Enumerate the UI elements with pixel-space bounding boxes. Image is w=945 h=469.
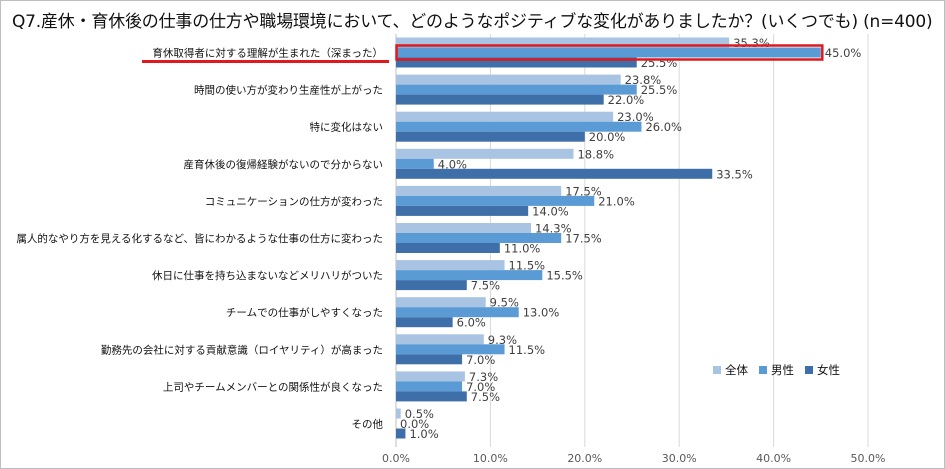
bar-男性 xyxy=(396,233,562,243)
data-label: 7.3% xyxy=(469,370,498,384)
data-label: 15.5% xyxy=(546,269,583,283)
data-label: 45.0% xyxy=(825,46,862,60)
category-label: その他 xyxy=(352,418,384,431)
category-label: 特に変化はない xyxy=(310,121,384,134)
category-label: チームでの仕事がしやすくなった xyxy=(226,306,383,319)
data-label: 17.5% xyxy=(565,232,602,246)
data-label: 0.0% xyxy=(400,417,429,431)
data-label: 21.0% xyxy=(598,194,635,208)
data-label: 11.0% xyxy=(504,242,541,256)
category-label: 時間の使い方が変わり生産性が上がった xyxy=(194,84,383,97)
category-label: 勤務先の会社に対する貢献意識（ロイヤリティ）が高まった xyxy=(101,343,383,356)
bar-全体 xyxy=(396,185,562,196)
bar-全体 xyxy=(396,334,484,345)
data-label: 7.5% xyxy=(471,390,500,404)
x-tick-label: 40.0% xyxy=(756,452,791,465)
category-label: 育休取得者に対する理解が生まれた（深まった） xyxy=(152,47,383,60)
data-label: 17.5% xyxy=(565,184,602,198)
x-tick-label: 10.0% xyxy=(473,452,508,465)
bar-全体 xyxy=(396,408,401,419)
bar-女性 xyxy=(396,354,463,365)
data-label: 6.0% xyxy=(457,316,486,330)
data-label: 25.5% xyxy=(641,83,678,97)
bar-女性 xyxy=(396,317,453,328)
data-label: 22.0% xyxy=(608,93,645,107)
bar-男性 xyxy=(396,121,642,132)
bar-全体 xyxy=(396,74,621,85)
bar-女性 xyxy=(396,168,713,179)
data-label: 25.5% xyxy=(641,56,678,70)
bar-男性 xyxy=(396,195,595,206)
bar-全体 xyxy=(396,371,465,382)
data-label: 20.0% xyxy=(589,130,626,144)
data-label: 26.0% xyxy=(645,120,682,134)
chart-title: Q7.産休・育休後の仕事の仕方や職場環境において、どのようなポジティブな変化があ… xyxy=(12,12,933,32)
data-label: 7.0% xyxy=(466,353,495,367)
bar-全体 xyxy=(396,260,505,271)
legend-label: 全体 xyxy=(725,363,748,377)
category-label: コミュニケーションの仕方が変わった xyxy=(205,195,383,208)
bar-男性 xyxy=(396,270,543,281)
category-label: 産育休後の復帰経験がないので分からない xyxy=(184,158,384,171)
bar-女性 xyxy=(396,94,604,105)
bar-男性 xyxy=(396,158,434,169)
legend-swatch xyxy=(759,366,767,374)
x-tick-label: 30.0% xyxy=(662,452,697,465)
legend-swatch xyxy=(713,366,721,374)
bar-全体 xyxy=(396,223,531,233)
data-label: 7.0% xyxy=(466,380,495,394)
data-label: 4.0% xyxy=(438,157,467,171)
data-label: 1.0% xyxy=(409,427,438,441)
data-label: 23.8% xyxy=(625,73,662,87)
bar-女性 xyxy=(396,205,529,216)
bar-全体 xyxy=(396,148,574,159)
legend-label: 女性 xyxy=(817,363,840,377)
bar-男性 xyxy=(396,344,505,355)
data-label: 9.3% xyxy=(488,333,517,347)
legend-label: 男性 xyxy=(771,363,794,377)
data-label: 13.0% xyxy=(523,306,560,320)
data-label: 0.5% xyxy=(405,407,434,421)
x-tick-label: 50.0% xyxy=(851,452,886,465)
data-label: 14.3% xyxy=(535,222,572,236)
bar-男性 xyxy=(396,84,637,95)
x-tick-label: 20.0% xyxy=(567,452,602,465)
data-label: 9.5% xyxy=(490,296,519,310)
data-label: 7.5% xyxy=(471,279,500,293)
bar-全体 xyxy=(396,111,614,122)
highlight-box xyxy=(395,44,824,61)
category-label: 休日に仕事を持ち込まないなどメリハリがついた xyxy=(152,269,383,282)
data-label: 18.8% xyxy=(577,147,614,161)
bar-全体 xyxy=(396,37,730,48)
bar-女性 xyxy=(396,243,500,253)
data-label: 23.0% xyxy=(617,110,654,124)
bar-男性 xyxy=(396,47,821,58)
bar-全体 xyxy=(396,297,486,308)
x-tick-label: 0.0% xyxy=(382,452,410,465)
bar-男性 xyxy=(396,307,519,318)
category-label: 属人的なやり方を見える化するなど、皆にわかるような仕事の仕方に変わった xyxy=(16,232,383,245)
legend-swatch xyxy=(805,366,813,374)
bar-女性 xyxy=(396,391,467,402)
data-label: 11.5% xyxy=(509,343,546,357)
data-label: 33.5% xyxy=(716,167,753,181)
bar-女性 xyxy=(396,428,406,439)
data-label: 14.0% xyxy=(532,204,569,218)
bar-女性 xyxy=(396,280,467,291)
bar-女性 xyxy=(396,131,585,142)
data-label: 11.5% xyxy=(509,259,546,273)
bar-男性 xyxy=(396,381,463,392)
bar-女性 xyxy=(396,57,637,68)
category-label: 上司やチームメンバーとの関係性が良くなった xyxy=(163,380,383,393)
